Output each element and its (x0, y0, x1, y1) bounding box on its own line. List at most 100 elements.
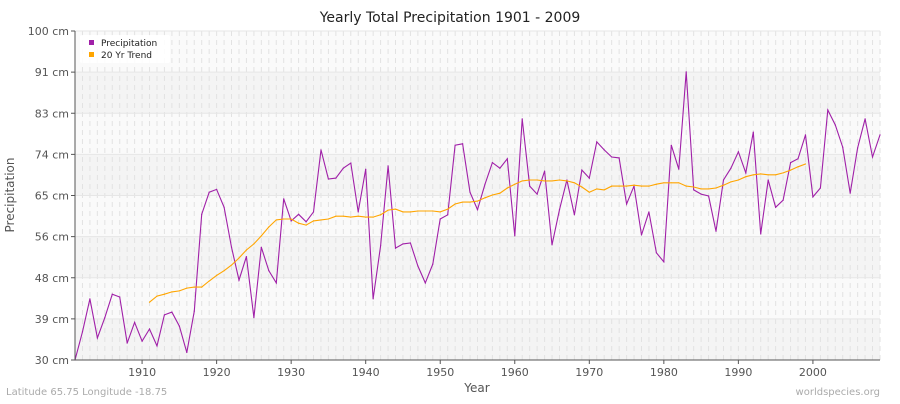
legend-swatch-trend (89, 52, 94, 57)
precipitation-point (350, 162, 352, 164)
precipitation-point (521, 118, 523, 120)
trend-point (603, 189, 605, 191)
trend-point (663, 182, 665, 184)
precipitation-point (529, 185, 531, 187)
precipitation-point (566, 179, 568, 181)
trend-point (581, 186, 583, 188)
precipitation-point (625, 203, 628, 205)
trend-point (693, 186, 695, 188)
precipitation-point (409, 242, 412, 244)
precipitation-point (238, 279, 240, 281)
precipitation-point (245, 256, 248, 258)
precipitation-point (812, 196, 814, 198)
precipitation-point (402, 243, 404, 245)
precipitation-point (126, 342, 128, 344)
precipitation-point (476, 209, 479, 211)
footer-location: Latitude 65.75 Longitude -18.75 (6, 387, 167, 398)
trend-point (491, 194, 494, 196)
precipitation-point (767, 179, 769, 181)
precipitation-point (715, 230, 717, 232)
trend-point (655, 183, 657, 185)
precipitation-point (253, 317, 255, 319)
x-tick-label: 1940 (352, 366, 380, 379)
precipitation-point (268, 270, 270, 272)
precipitation-point (775, 206, 777, 208)
trend-point (238, 257, 240, 259)
precipitation-point (111, 293, 113, 295)
trend-point (424, 210, 426, 212)
x-tick-label: 1910 (128, 366, 156, 379)
precipitation-point (312, 211, 315, 213)
trend-point (312, 220, 315, 222)
footer-source: worldspecies.org (796, 387, 880, 398)
precipitation-point (305, 221, 307, 223)
precipitation-point (275, 282, 277, 284)
trend-point (573, 182, 575, 184)
trend-point (447, 208, 449, 210)
precipitation-point (290, 220, 292, 222)
precipitation-point (670, 144, 672, 146)
trend-point (394, 208, 397, 210)
precipitation-point (789, 162, 792, 164)
trend-point (625, 185, 628, 187)
precipitation-point (320, 149, 322, 151)
precipitation-point (603, 149, 605, 151)
precipitation-point (193, 310, 195, 312)
legend: Precipitation 20 Yr Trend (80, 35, 170, 63)
trend-point (461, 201, 464, 203)
x-tick-label: 1930 (277, 366, 305, 379)
precipitation-point (81, 331, 84, 333)
y-tick-label: 56 cm (35, 231, 69, 244)
trend-point (722, 184, 725, 186)
trend-point (260, 235, 262, 237)
trend-point (357, 215, 359, 217)
trend-point (454, 203, 456, 205)
trend-point (148, 301, 151, 303)
precipitation-point (737, 151, 739, 153)
x-tick-label: 1920 (203, 366, 231, 379)
precipitation-point (163, 314, 166, 316)
trend-point (283, 218, 285, 220)
precipitation-point (461, 143, 464, 145)
precipitation-point (327, 178, 330, 180)
precipitation-point (543, 170, 546, 172)
precipitation-point (104, 317, 106, 319)
precipitation-point (581, 169, 583, 171)
trend-point (782, 172, 784, 174)
trend-point (432, 210, 434, 212)
precipitation-point (536, 193, 538, 195)
precipitation-point (372, 298, 374, 300)
trend-point (372, 216, 374, 218)
precipitation-point (506, 158, 508, 160)
trend-point (551, 180, 553, 182)
trend-point (685, 185, 687, 187)
trend-point (543, 180, 546, 182)
x-tick-label: 1970 (575, 366, 603, 379)
trend-point (156, 295, 158, 297)
trend-point (171, 291, 173, 293)
precipitation-point (208, 191, 210, 193)
trend-point (797, 166, 799, 168)
trend-point (566, 180, 568, 182)
precipitation-point (864, 118, 866, 120)
trend-point (558, 179, 561, 181)
trend-point (514, 183, 516, 185)
precipitation-point (178, 325, 180, 327)
precipitation-point (447, 214, 449, 216)
precipitation-point (693, 189, 695, 191)
y-tick-label: 39 cm (35, 313, 69, 326)
trend-point (387, 209, 389, 211)
precipitation-point (611, 156, 613, 158)
y-tick-label: 74 cm (35, 148, 69, 161)
precipitation-point (499, 167, 501, 169)
trend-point (320, 219, 322, 221)
trend-point (745, 176, 747, 178)
precipitation-point (842, 146, 844, 148)
precipitation-point (551, 244, 553, 246)
trend-point (275, 219, 277, 221)
trend-point (290, 218, 292, 220)
precipitation-point (827, 109, 829, 111)
precipitation-point (685, 71, 687, 73)
trend-point (484, 197, 486, 199)
trend-point (752, 174, 754, 176)
